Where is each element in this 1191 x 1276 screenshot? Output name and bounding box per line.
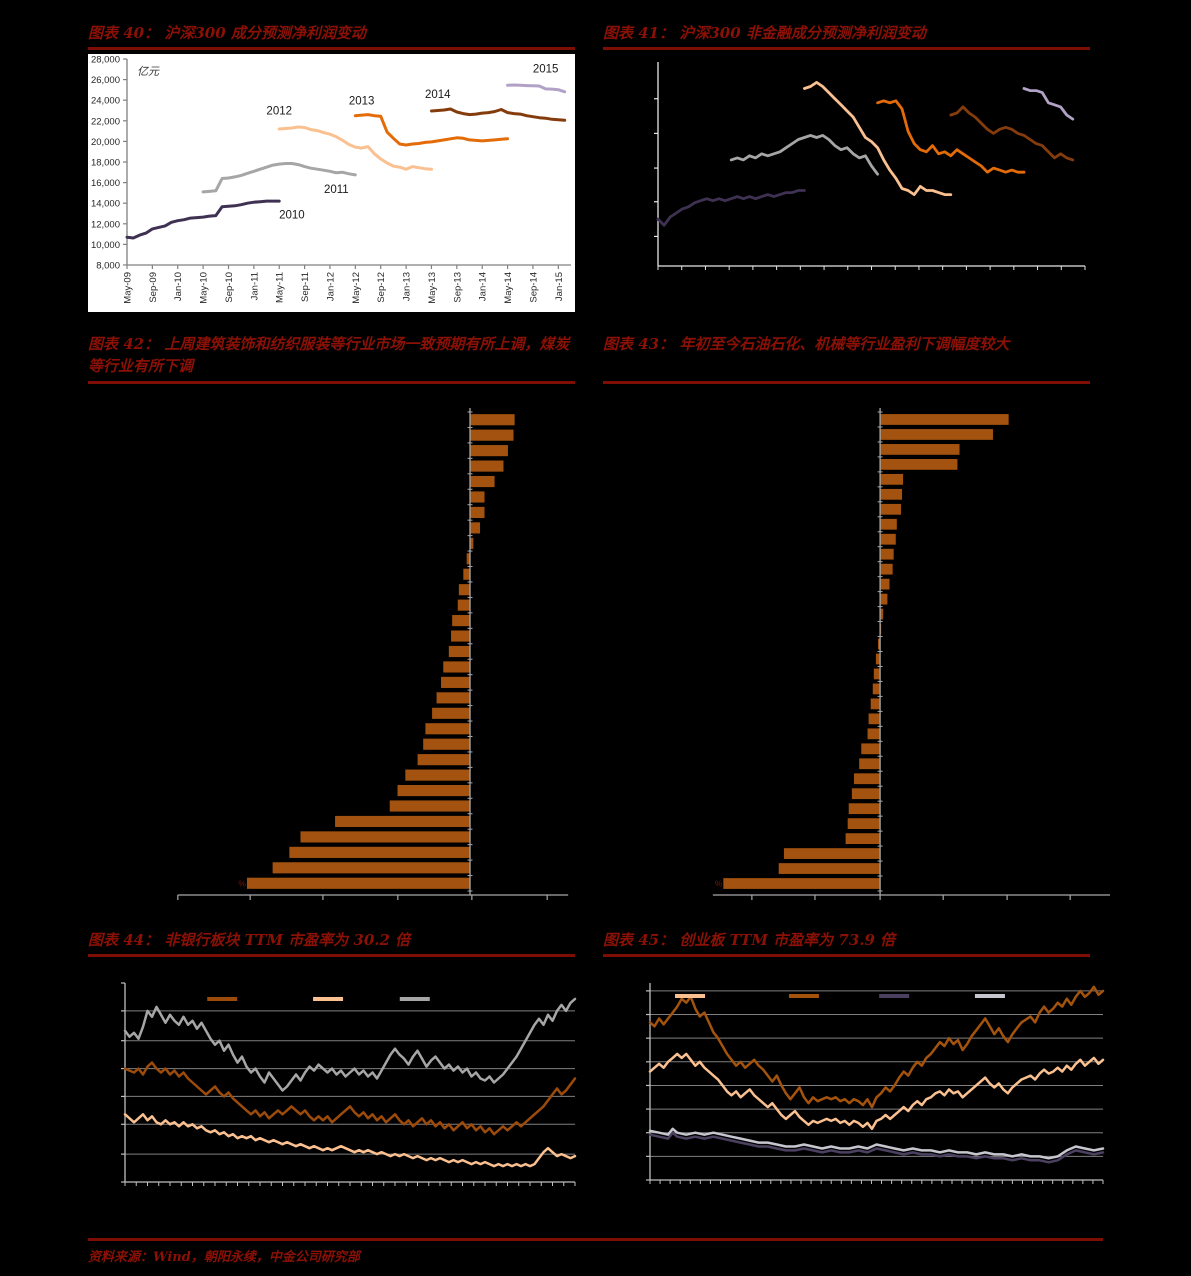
fig43-bar-chart: % — [712, 408, 1111, 900]
svg-text:Jan-10: Jan-10 — [173, 272, 184, 301]
fig45-title-rule — [603, 954, 1090, 957]
svg-text:Sep-11: Sep-11 — [300, 272, 311, 302]
svg-text:2012: 2012 — [266, 106, 292, 118]
svg-text:18,000: 18,000 — [91, 158, 120, 169]
source-note: 资料来源：Wind，朝阳永续，中金公司研究部 — [88, 1250, 360, 1265]
fig45-title: 图表 45： 创业板 TTM 市盈率为 73.9 倍 — [603, 931, 896, 949]
svg-text:16,000: 16,000 — [91, 178, 120, 189]
svg-text:Jan-14: Jan-14 — [478, 272, 489, 301]
fig40-line-chart: 8,000 10,000 12,000 14,000 16,000 18,000 20,00… — [88, 54, 575, 312]
svg-text:2015: 2015 — [533, 63, 559, 75]
svg-text:%: % — [238, 878, 246, 888]
svg-text:May-13: May-13 — [427, 272, 438, 304]
svg-text:%: % — [715, 879, 723, 889]
svg-text:Jan-11: Jan-11 — [249, 272, 260, 300]
fig42-bar-chart: % — [177, 408, 569, 900]
svg-text:22,000: 22,000 — [91, 116, 120, 127]
fig41-title: 图表 41： 沪深300 非金融成分预测净利润变动 — [603, 24, 926, 42]
svg-text:10,000: 10,000 — [91, 240, 120, 251]
svg-text:Jan-12: Jan-12 — [325, 272, 336, 301]
fig40-title-rule — [88, 47, 575, 50]
svg-text:Sep-10: Sep-10 — [224, 272, 235, 303]
svg-text:Sep-12: Sep-12 — [376, 272, 387, 303]
svg-text:2014: 2014 — [425, 89, 451, 101]
svg-text:12,000: 12,000 — [91, 219, 120, 230]
svg-text:May-14: May-14 — [503, 272, 514, 304]
fig44-line-chart — [121, 982, 577, 1186]
svg-text:Sep-14: Sep-14 — [528, 272, 539, 303]
fig45-line-chart — [646, 983, 1105, 1184]
fig44-title: 图表 44： 非银行板块 TTM 市盈率为 30.2 倍 — [88, 931, 411, 949]
svg-text:May-12: May-12 — [351, 272, 362, 304]
fig43-title-rule — [603, 381, 1090, 384]
svg-text:2013: 2013 — [349, 95, 375, 107]
fig42-title: 图表 42： 上周建筑装饰和纺织服装等行业市场一致预期有所上调，煤炭等行业有所下… — [88, 335, 570, 375]
svg-text:May-09: May-09 — [123, 272, 134, 304]
svg-text:Sep-13: Sep-13 — [452, 272, 463, 303]
svg-text:Sep-09: Sep-09 — [148, 272, 159, 303]
svg-text:20,000: 20,000 — [91, 137, 120, 148]
fig43-title: 图表 43： 年初至今石油石化、机械等行业盈利下调幅度较大 — [603, 335, 1010, 353]
fig42-title-rule — [88, 381, 575, 384]
svg-text:8,000: 8,000 — [96, 261, 120, 272]
svg-text:2011: 2011 — [324, 184, 349, 196]
fig40-title: 图表 40： 沪深300 成分预测净利润变动 — [88, 24, 366, 42]
svg-text:Jan-13: Jan-13 — [402, 272, 413, 301]
fig41-title-rule — [603, 47, 1090, 50]
svg-text:24,000: 24,000 — [91, 96, 120, 107]
svg-text:2010: 2010 — [279, 210, 305, 222]
svg-text:14,000: 14,000 — [91, 199, 120, 210]
svg-text:May-10: May-10 — [199, 272, 210, 304]
fig41-line-chart — [654, 62, 1086, 270]
svg-text:Jan-15: Jan-15 — [554, 272, 565, 301]
svg-text:28,000: 28,000 — [91, 55, 120, 66]
fig44-title-rule — [88, 954, 575, 957]
svg-text:26,000: 26,000 — [91, 75, 120, 86]
svg-text:May-11: May-11 — [275, 272, 286, 303]
svg-text:亿元: 亿元 — [137, 65, 160, 78]
source-rule — [88, 1238, 1103, 1241]
